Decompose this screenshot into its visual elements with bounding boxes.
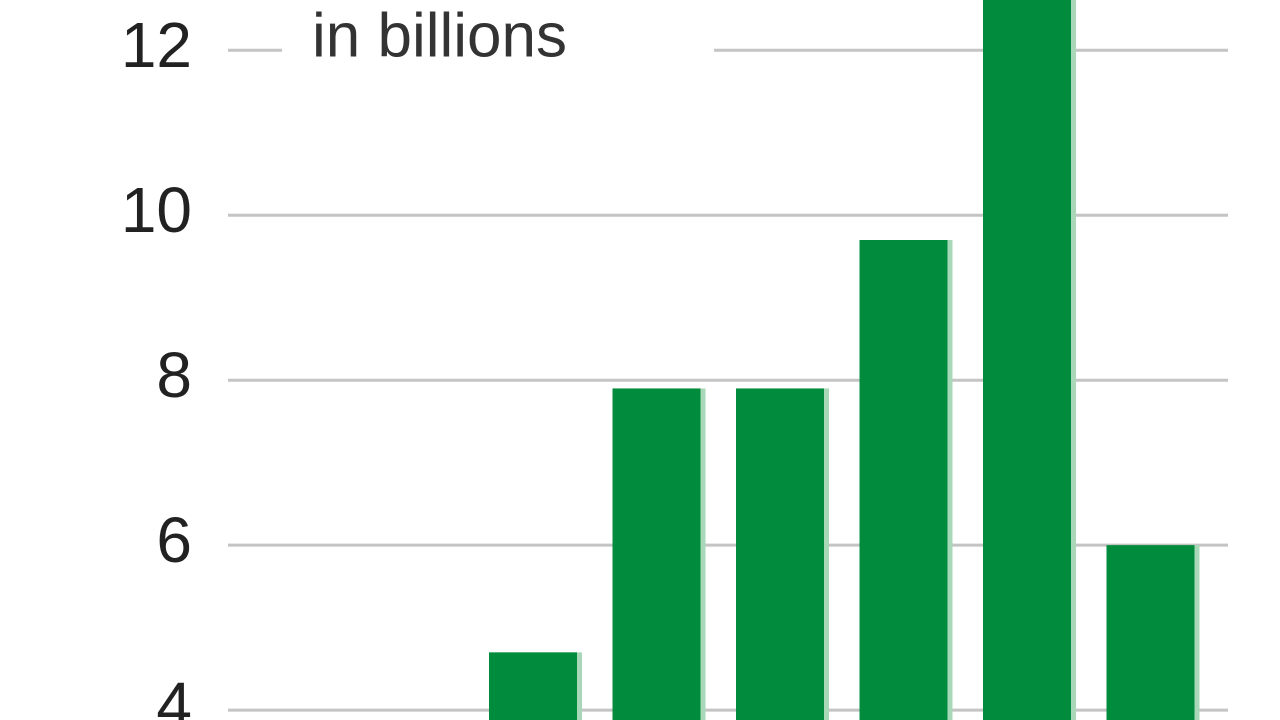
bar [859, 240, 948, 720]
bar [489, 652, 577, 720]
y-tick-label: 12 [121, 9, 192, 81]
subtitle-backdrop [282, 0, 714, 90]
y-tick-label: 6 [156, 504, 192, 576]
y-tick-label: 8 [156, 339, 192, 411]
chart-subtitle: in billions [312, 1, 567, 70]
y-tick-label: 10 [121, 174, 192, 246]
bars [489, 0, 1200, 720]
bar [736, 388, 824, 720]
y-tick-label: 4 [156, 669, 192, 720]
grid [228, 48, 1228, 712]
bar [612, 388, 701, 720]
bar [983, 0, 1071, 720]
bar [1106, 545, 1195, 720]
